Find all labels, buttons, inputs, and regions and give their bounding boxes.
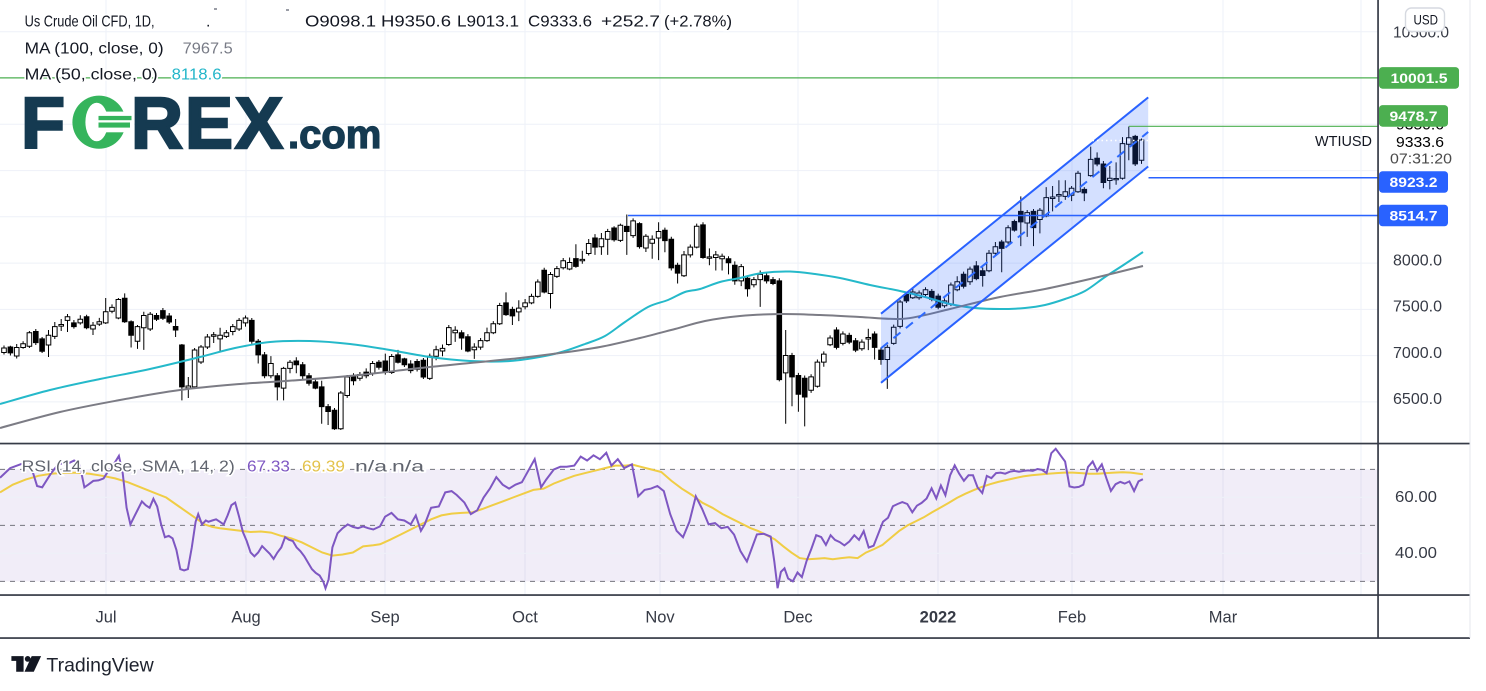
svg-text:.com: .com [288,113,381,157]
svg-text:Nov: Nov [645,609,675,627]
svg-text:40.00: 40.00 [1395,545,1437,562]
svg-text:Mar: Mar [1209,609,1238,627]
svg-text:10001.5: 10001.5 [1391,70,1448,86]
svg-text:L9013.1: L9013.1 [457,14,519,31]
svg-text:69.39: 69.39 [302,459,345,476]
svg-text:8118.6: 8118.6 [172,67,222,84]
svg-text:MA (50, close, 0): MA (50, close, 0) [25,67,158,84]
svg-text:9333.6: 9333.6 [1396,135,1444,151]
svg-text:Dec: Dec [783,609,812,627]
svg-text:6500.0: 6500.0 [1393,391,1442,408]
svg-text:8000.0: 8000.0 [1393,252,1442,269]
svg-text:Jul: Jul [95,609,116,627]
svg-text:MA (100, close, 0): MA (100, close, 0) [25,41,164,58]
svg-text:7500.0: 7500.0 [1393,299,1442,316]
svg-text:H9350.6: H9350.6 [381,14,451,31]
svg-text:Us Crude Oil CFD, 1D,: Us Crude Oil CFD, 1D, [25,14,155,31]
svg-text:9478.7: 9478.7 [1390,108,1438,124]
svg-text:Oct: Oct [512,609,538,627]
svg-text:.: . [206,14,210,31]
svg-text:60.00: 60.00 [1395,489,1437,506]
svg-text:Aug: Aug [231,609,260,627]
svg-text:WTIUSD: WTIUSD [1315,133,1372,150]
svg-text:REX: REX [131,84,285,164]
svg-text:n/a: n/a [392,459,424,476]
svg-text:+252.7: +252.7 [601,14,660,31]
svg-text:7967.5: 7967.5 [183,41,233,58]
svg-text:RSI (14, close, SMA, 14, 2): RSI (14, close, SMA, 14, 2) [22,459,235,476]
svg-text:O9098.1: O9098.1 [305,14,376,31]
svg-text:F: F [21,84,65,164]
svg-text:TradingView: TradingView [46,654,154,676]
svg-text:2022: 2022 [920,609,957,627]
svg-text:7000.0: 7000.0 [1393,345,1442,362]
svg-text:Feb: Feb [1058,609,1086,627]
svg-text:C9333.6: C9333.6 [528,14,592,31]
svg-text:n/a: n/a [355,459,387,476]
svg-text:(+2.78%): (+2.78%) [664,14,732,31]
svg-text:67.33: 67.33 [247,459,290,476]
svg-text:8514.7: 8514.7 [1390,208,1438,224]
svg-text:USD: USD [1414,13,1439,28]
svg-text:Sep: Sep [370,609,399,627]
svg-text:07:31:20: 07:31:20 [1390,152,1452,168]
svg-text:8923.2: 8923.2 [1390,174,1438,190]
